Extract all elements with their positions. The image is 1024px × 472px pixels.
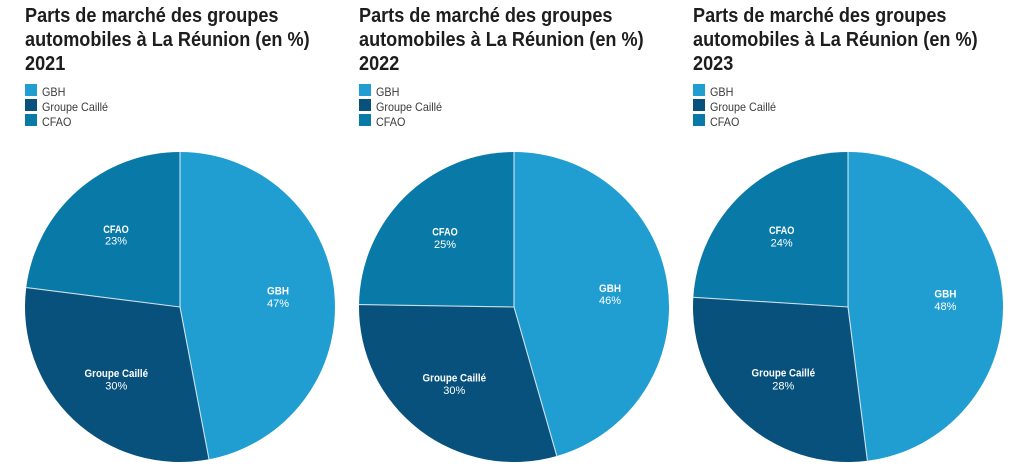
svg-text:Groupe Caillé: Groupe Caillé (423, 373, 487, 385)
svg-text:GBH: GBH (267, 285, 289, 297)
svg-text:46%: 46% (599, 295, 621, 307)
svg-text:Groupe Caillé: Groupe Caillé (85, 368, 149, 380)
svg-text:23%: 23% (105, 236, 127, 248)
svg-text:CFAO: CFAO (432, 227, 458, 239)
svg-text:GBH: GBH (599, 283, 621, 295)
svg-text:30%: 30% (105, 380, 127, 392)
svg-text:24%: 24% (771, 238, 793, 250)
svg-text:GBH: GBH (934, 288, 956, 300)
svg-text:CFAO: CFAO (103, 224, 129, 236)
svg-text:48%: 48% (934, 301, 956, 313)
svg-text:47%: 47% (267, 298, 289, 310)
svg-text:30%: 30% (443, 385, 465, 397)
svg-text:25%: 25% (434, 239, 456, 251)
svg-text:Groupe Caillé: Groupe Caillé (752, 367, 816, 379)
svg-text:CFAO: CFAO (769, 225, 795, 237)
svg-text:28%: 28% (772, 380, 794, 392)
